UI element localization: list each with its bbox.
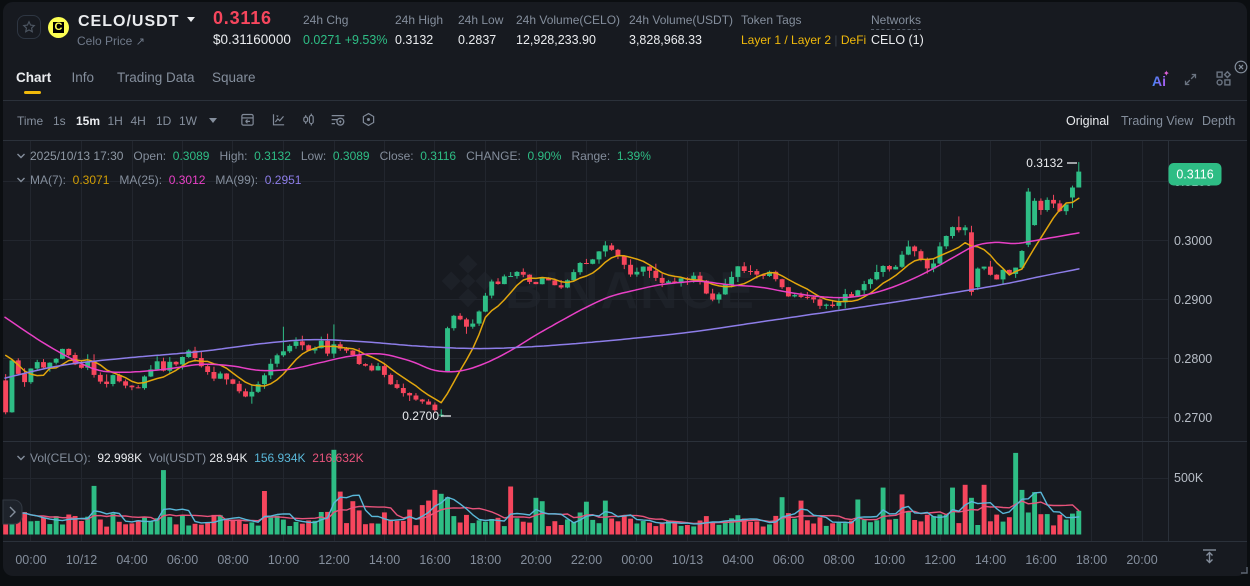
- svg-text:0.3116: 0.3116: [1176, 168, 1213, 182]
- svg-text:10/13: 10/13: [672, 553, 703, 567]
- svg-text:0.3000: 0.3000: [1174, 234, 1212, 248]
- svg-text:10:00: 10:00: [268, 553, 299, 567]
- svg-text:0.2700: 0.2700: [1174, 411, 1212, 425]
- svg-text:22:00: 22:00: [571, 553, 602, 567]
- svg-text:00:00: 00:00: [621, 553, 652, 567]
- svg-text:14:00: 14:00: [369, 553, 400, 567]
- svg-text:04:00: 04:00: [116, 553, 147, 567]
- svg-text:0.2800: 0.2800: [1174, 352, 1212, 366]
- svg-text:06:00: 06:00: [167, 553, 198, 567]
- svg-text:14:00: 14:00: [975, 553, 1006, 567]
- svg-text:18:00: 18:00: [1076, 553, 1107, 567]
- svg-text:08:00: 08:00: [217, 553, 248, 567]
- svg-text:20:00: 20:00: [1126, 553, 1157, 567]
- svg-text:06:00: 06:00: [773, 553, 804, 567]
- svg-text:20:00: 20:00: [520, 553, 551, 567]
- svg-text:0.2700: 0.2700: [402, 409, 439, 423]
- svg-text:500K: 500K: [1174, 471, 1204, 485]
- svg-text:18:00: 18:00: [470, 553, 501, 567]
- svg-text:10/12: 10/12: [66, 553, 97, 567]
- svg-text:0.2900: 0.2900: [1174, 293, 1212, 307]
- svg-text:12:00: 12:00: [318, 553, 349, 567]
- svg-text:10:00: 10:00: [874, 553, 905, 567]
- svg-text:16:00: 16:00: [419, 553, 450, 567]
- svg-text:0.3132: 0.3132: [1026, 156, 1063, 170]
- svg-text:08:00: 08:00: [823, 553, 854, 567]
- svg-text:00:00: 00:00: [15, 553, 46, 567]
- svg-text:16:00: 16:00: [1025, 553, 1056, 567]
- svg-text:12:00: 12:00: [924, 553, 955, 567]
- svg-text:04:00: 04:00: [722, 553, 753, 567]
